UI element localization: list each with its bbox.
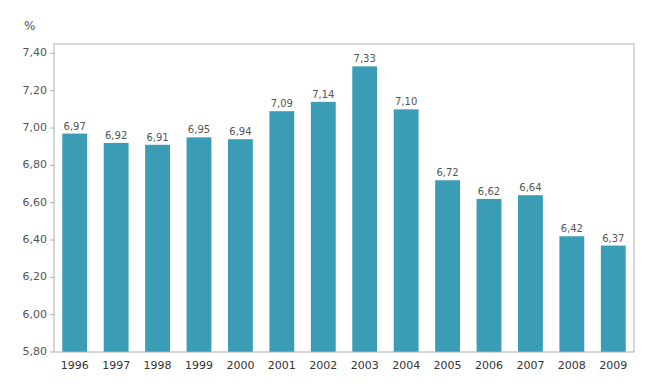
y-tick-label: 6,20 <box>23 270 48 283</box>
x-tick-label: 1998 <box>144 359 172 372</box>
x-tick-label: 1996 <box>61 359 89 372</box>
bar <box>311 102 336 352</box>
data-label: 6,97 <box>64 121 86 132</box>
data-label: 6,42 <box>561 223 583 234</box>
y-tick <box>50 53 54 54</box>
x-tick-label: 2005 <box>434 359 462 372</box>
x-tick-label: 2009 <box>599 359 627 372</box>
data-label: 6,95 <box>188 124 210 135</box>
x-tick-label: 2000 <box>226 359 254 372</box>
y-tick-label: 7,40 <box>23 46 48 59</box>
bar <box>228 139 253 352</box>
y-tick-label: 6,40 <box>23 233 48 246</box>
bars <box>62 66 625 352</box>
x-tick-label: 1997 <box>102 359 130 372</box>
x-tick-label: 2007 <box>516 359 544 372</box>
y-tick-label: 7,00 <box>23 121 48 134</box>
x-tick-label: 2003 <box>351 359 379 372</box>
data-labels: 6,97 6,92 6,91 6,95 6,94 7,09 7,14 7,33 7,10 6,72… <box>64 53 625 243</box>
data-label: 7,14 <box>312 89 334 100</box>
x-tick-label: 2008 <box>558 359 586 372</box>
y-tick-label: 6,60 <box>23 196 48 209</box>
y-axis-label: % <box>24 19 35 33</box>
bar <box>435 180 460 352</box>
data-label: 7,10 <box>395 96 417 107</box>
bar <box>104 143 129 352</box>
bar <box>62 134 87 352</box>
data-label: 6,91 <box>146 132 168 143</box>
y-tick <box>50 90 54 91</box>
x-tick-label: 2002 <box>309 359 337 372</box>
y-tick <box>50 352 54 353</box>
y-tick <box>50 165 54 166</box>
y-tick-label: 7,20 <box>23 84 48 97</box>
bar <box>394 109 419 352</box>
data-label: 6,92 <box>105 130 127 141</box>
x-tick-label: 2001 <box>268 359 296 372</box>
bar <box>601 246 626 352</box>
y-tick <box>50 240 54 241</box>
data-label: 6,64 <box>519 182 541 193</box>
x-tick-label: 1999 <box>185 359 213 372</box>
bar <box>269 111 294 352</box>
y-tick <box>50 202 54 203</box>
y-tick <box>50 128 54 129</box>
data-label: 7,33 <box>354 53 376 64</box>
x-axis: 1996 1997 1998 1999 2000 2001 2002 2003 2004 2005… <box>61 359 628 372</box>
y-tick-label: 6,00 <box>23 308 48 321</box>
y-tick-label: 6,80 <box>23 158 48 171</box>
bar <box>352 66 377 352</box>
y-tick <box>50 314 54 315</box>
x-tick-label: 2004 <box>392 359 420 372</box>
bar <box>518 195 543 352</box>
y-tick <box>50 277 54 278</box>
chart-container: 5,80 6,00 6,20 6,40 6,60 6,80 7,00 7,20 7,40 6,97… <box>0 0 650 384</box>
y-tick-label: 5,80 <box>23 345 48 358</box>
data-label: 6,37 <box>602 233 624 244</box>
y-axis: 5,80 6,00 6,20 6,40 6,60 6,80 7,00 7,20 7,40 <box>23 46 55 358</box>
data-label: 7,09 <box>271 98 293 109</box>
bar <box>187 137 212 352</box>
data-label: 6,62 <box>478 186 500 197</box>
data-label: 6,94 <box>229 126 251 137</box>
plot-frame <box>54 44 634 352</box>
x-tick-label: 2006 <box>475 359 503 372</box>
chart: 5,80 6,00 6,20 6,40 6,60 6,80 7,00 7,20 7,40 6,97… <box>0 0 650 384</box>
bar <box>559 236 584 352</box>
data-label: 6,72 <box>436 167 458 178</box>
bar <box>477 199 502 352</box>
bar <box>145 145 170 352</box>
